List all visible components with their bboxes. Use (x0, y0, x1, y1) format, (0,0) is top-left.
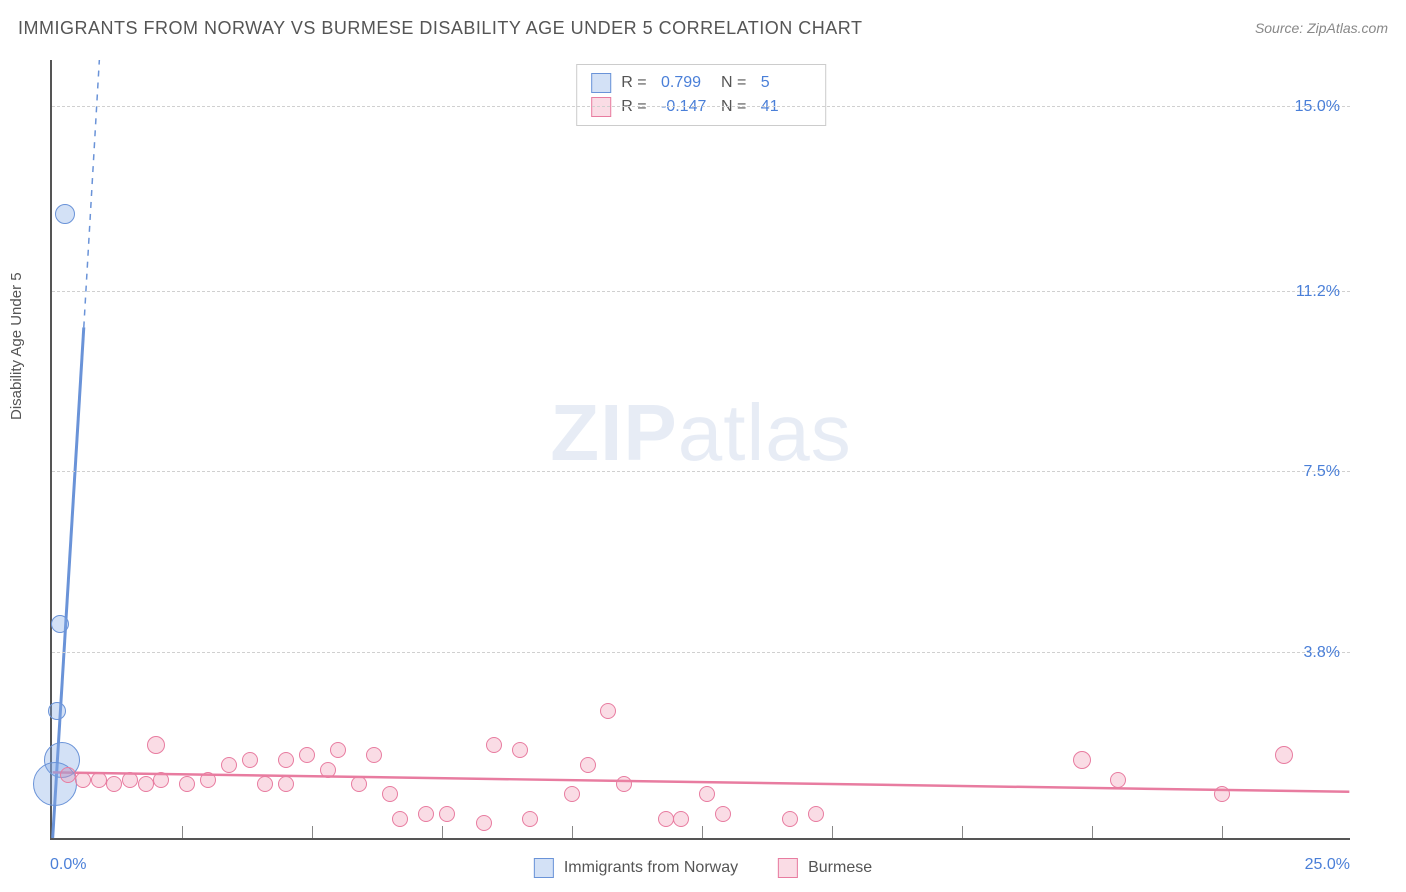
source-attribution: Source: ZipAtlas.com (1255, 20, 1388, 36)
x-tick (442, 826, 443, 838)
correlation-legend: R = 0.799 N = 5 R = -0.147 N = 41 (576, 64, 826, 126)
gridline-h (52, 471, 1350, 472)
point-burmese (106, 776, 122, 792)
point-burmese (512, 742, 528, 758)
point-burmese (153, 772, 169, 788)
point-burmese (699, 786, 715, 802)
point-burmese (600, 703, 616, 719)
point-burmese (1214, 786, 1230, 802)
r-value-burmese: -0.147 (661, 98, 711, 116)
point-burmese (1073, 751, 1091, 769)
point-burmese (320, 762, 336, 778)
x-tick (962, 826, 963, 838)
point-burmese (122, 772, 138, 788)
r-value-norway: 0.799 (661, 74, 711, 92)
point-burmese (147, 736, 165, 754)
swatch-norway (591, 73, 611, 93)
gridline-h (52, 106, 1350, 107)
point-burmese (382, 786, 398, 802)
point-burmese (257, 776, 273, 792)
n-value-norway: 5 (761, 74, 811, 92)
point-burmese (91, 772, 107, 788)
chart-header: IMMIGRANTS FROM NORWAY VS BURMESE DISABI… (18, 18, 1388, 48)
x-tick (1222, 826, 1223, 838)
point-burmese (330, 742, 346, 758)
point-burmese (278, 776, 294, 792)
point-burmese (616, 776, 632, 792)
swatch-burmese (591, 97, 611, 117)
point-burmese (1275, 746, 1293, 764)
legend-item-norway: Immigrants from Norway (534, 858, 738, 878)
x-tick (702, 826, 703, 838)
point-burmese (392, 811, 408, 827)
point-burmese (179, 776, 195, 792)
point-burmese (808, 806, 824, 822)
gridline-h (52, 291, 1350, 292)
point-burmese (200, 772, 216, 788)
watermark: ZIPatlas (550, 387, 851, 479)
point-burmese (299, 747, 315, 763)
y-tick-label: 7.5% (1304, 463, 1340, 481)
gridline-h (52, 652, 1350, 653)
x-tick (572, 826, 573, 838)
plot-area: ZIPatlas R = 0.799 N = 5 R = -0.147 N = … (50, 60, 1350, 840)
y-tick-label: 15.0% (1295, 98, 1340, 116)
y-tick-label: 3.8% (1304, 644, 1340, 662)
chart-title: IMMIGRANTS FROM NORWAY VS BURMESE DISABI… (18, 18, 1388, 39)
legend-row-norway: R = 0.799 N = 5 (591, 71, 811, 95)
trend-lines (52, 60, 1350, 838)
swatch-norway-bottom (534, 858, 554, 878)
point-burmese (242, 752, 258, 768)
point-burmese (673, 811, 689, 827)
legend-label-norway: Immigrants from Norway (564, 859, 738, 877)
y-tick-label: 11.2% (1296, 283, 1340, 301)
point-burmese (1110, 772, 1126, 788)
point-burmese (782, 811, 798, 827)
point-burmese (60, 767, 76, 783)
point-burmese (351, 776, 367, 792)
x-origin-label: 0.0% (50, 856, 86, 874)
swatch-burmese-bottom (778, 858, 798, 878)
point-norway (48, 702, 66, 720)
x-max-label: 25.0% (1305, 856, 1350, 874)
legend-item-burmese: Burmese (778, 858, 872, 878)
point-burmese (486, 737, 502, 753)
point-burmese (138, 776, 154, 792)
point-burmese (278, 752, 294, 768)
point-burmese (522, 811, 538, 827)
x-tick (312, 826, 313, 838)
point-burmese (580, 757, 596, 773)
point-norway (55, 204, 75, 224)
y-axis-label: Disability Age Under 5 (8, 272, 25, 420)
point-burmese (366, 747, 382, 763)
point-burmese (75, 772, 91, 788)
point-norway (51, 615, 69, 633)
point-burmese (221, 757, 237, 773)
n-value-burmese: 41 (761, 98, 811, 116)
point-burmese (418, 806, 434, 822)
point-burmese (658, 811, 674, 827)
point-burmese (476, 815, 492, 831)
point-burmese (439, 806, 455, 822)
x-tick (1092, 826, 1093, 838)
legend-label-burmese: Burmese (808, 859, 872, 877)
point-burmese (715, 806, 731, 822)
legend-row-burmese: R = -0.147 N = 41 (591, 95, 811, 119)
legend-bottom: Immigrants from Norway Burmese (534, 858, 872, 878)
point-burmese (564, 786, 580, 802)
x-tick (832, 826, 833, 838)
x-tick (182, 826, 183, 838)
